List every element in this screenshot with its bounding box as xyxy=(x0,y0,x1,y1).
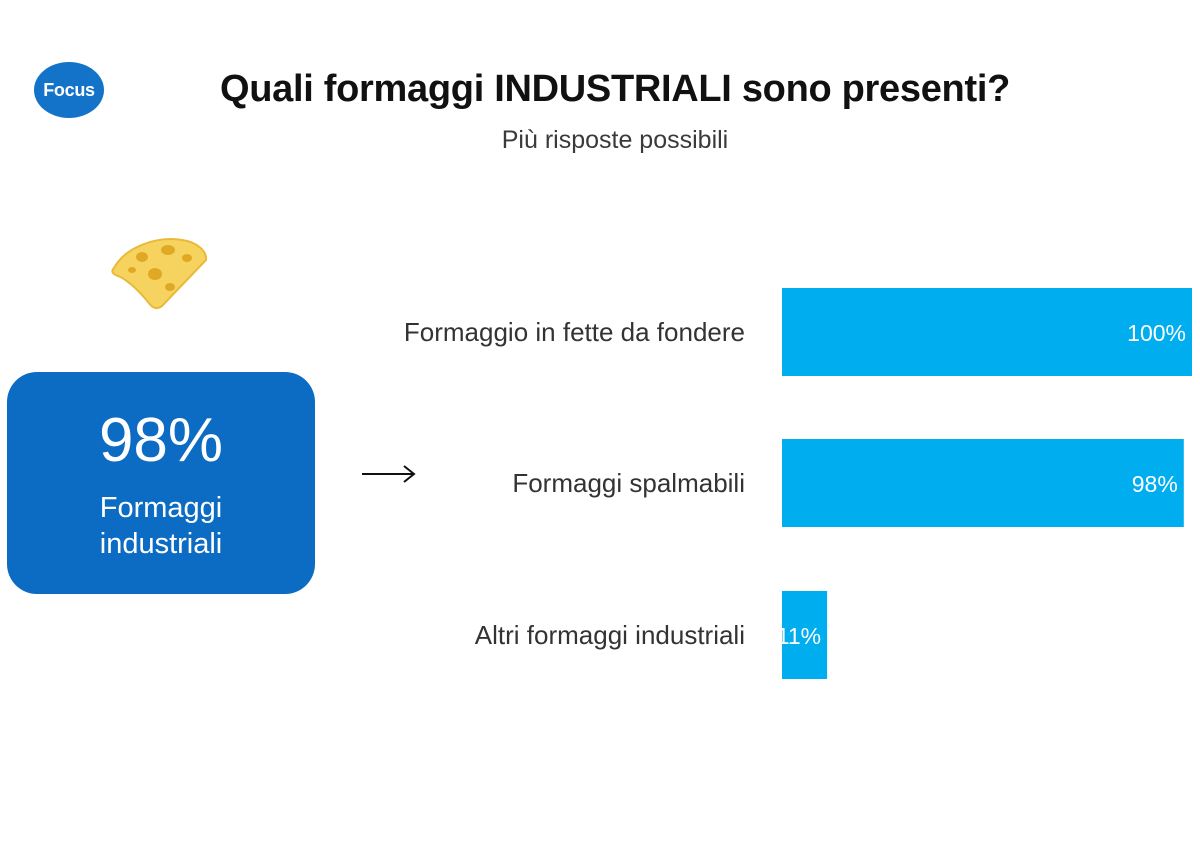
bar xyxy=(782,591,828,679)
summary-value: 98% xyxy=(98,406,224,475)
chart-title: Quali formaggi INDUSTRIALI sono presenti… xyxy=(220,68,1010,110)
focus-logo: Focus xyxy=(34,62,104,118)
right-arrow-icon xyxy=(362,465,416,483)
chart-subtitle: Più risposte possibili xyxy=(501,126,729,154)
bar-value-label: 100% xyxy=(1127,320,1186,346)
category-label: Altri formaggi industriali xyxy=(475,620,745,650)
category-label: Formaggi spalmabili xyxy=(512,468,745,498)
summary-label: Formaggi industriali xyxy=(99,492,223,560)
category-label: Formaggio in fette da fondere xyxy=(404,317,745,347)
cheese-icon xyxy=(111,238,208,310)
bar xyxy=(782,439,1184,527)
summary-box: 98% Formaggi industriali xyxy=(7,372,315,594)
bar xyxy=(782,288,1192,376)
bar-value-label: 98% xyxy=(1132,471,1178,497)
bar-value-label: 11% xyxy=(777,623,821,649)
